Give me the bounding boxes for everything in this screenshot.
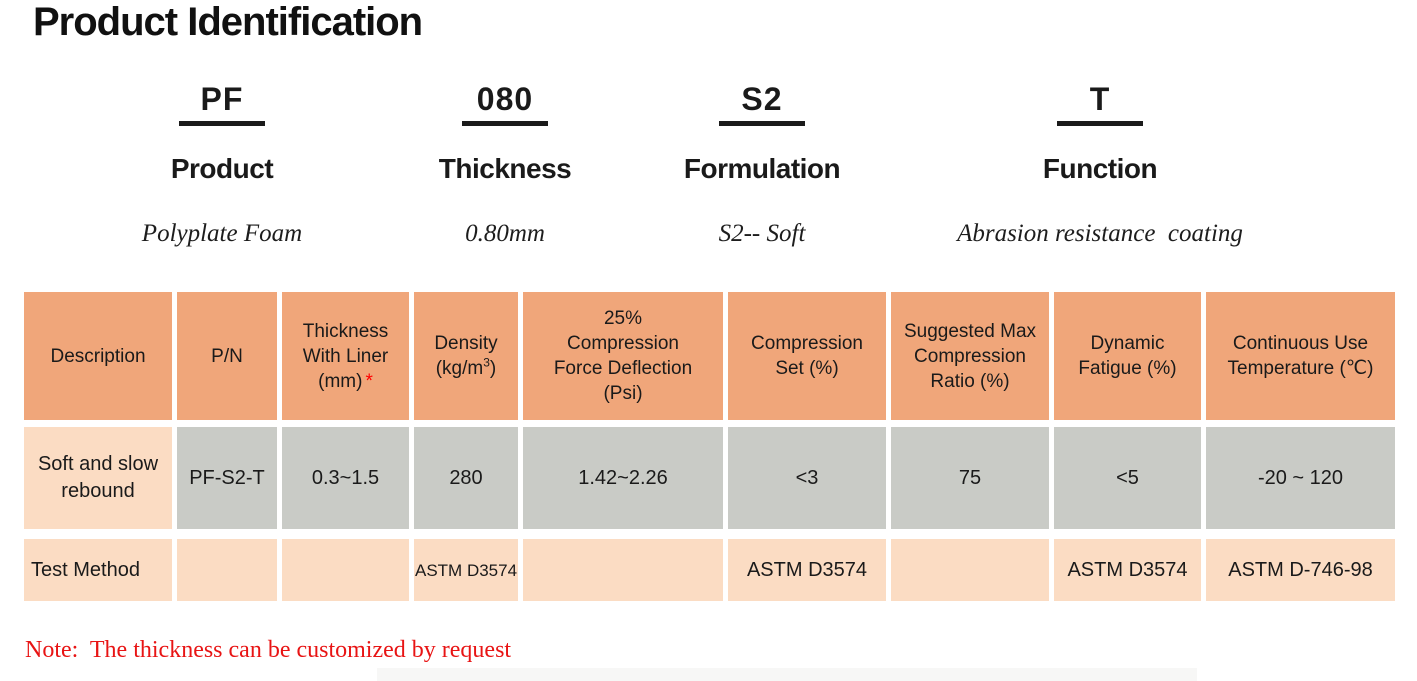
data-cell-density: 280 [414,427,518,529]
header-text: (mm) [318,370,363,392]
header-text: With Liner [302,345,389,367]
test-cell-density: ASTM D3574 [414,539,518,601]
code-value: S2 [741,81,783,117]
data-cell-thickness: 0.3~1.5 [282,427,409,529]
header-text: Force Deflection [553,358,693,379]
header-text: Dynamic [1090,333,1165,354]
code-value: T [1089,81,1111,117]
test-cell-compression-force-deflection [523,539,723,601]
header-text: Continuous Use [1232,333,1369,354]
table-data-row: Soft and slow rebound PF-S2-T 0.3~1.5 28… [24,427,1395,529]
code-group-formulation: S2 Formulation S2-- Soft [572,81,952,248]
test-cell-label: Test Method [24,539,172,601]
code-label: Product [170,153,274,184]
data-cell-compression-force-deflection: 1.42~2.26 [523,427,723,529]
code-underline [1057,121,1143,126]
header-cell-thickness: Thickness With Liner (mm) * [282,292,409,420]
header-text: P/N [211,345,243,367]
header-text: Ratio (%) [930,370,1010,392]
header-text: Compression [567,333,679,354]
header-text: (kg/m [435,358,484,379]
test-cell-compression-set: ASTM D3574 [728,539,886,601]
header-cell-suggested-max-compression: Suggested Max Compression Ratio (%) [891,292,1049,420]
footnote-asterisk: * [365,370,373,392]
header-cell-continuous-use-temperature: Continuous Use Temperature (℃) [1206,292,1395,420]
header-text: Compression [914,345,1026,367]
code-group-function: T Function Abrasion resistance coating [910,81,1290,248]
data-cell-dynamic-fatigue: <5 [1054,427,1201,529]
header-cell-dynamic-fatigue: Dynamic Fatigue (%) [1054,292,1201,420]
code-description: 0.80mm [465,220,545,247]
header-text: ) [489,358,497,379]
test-cell-part-number [177,539,277,601]
header-cell-compression-force-deflection: 25% Compression Force Deflection (Psi) [523,292,723,420]
header-text: (mm) * [318,369,373,394]
code-underline [719,121,805,126]
data-cell-description: Soft and slow rebound [24,427,172,529]
page-title: Product Identification [33,0,423,44]
header-text: Fatigue (%) [1078,358,1177,379]
thickness-note: Note: The thickness can be customized by… [25,637,512,663]
header-text: Description [50,345,146,367]
header-text: 25% [603,308,643,329]
code-description: S2-- Soft [718,220,806,247]
code-underline [462,121,548,126]
code-description: Polyplate Foam [141,220,303,247]
header-cell-compression-set: Compression Set (%) [728,292,886,420]
header-text: (kg/m3) [436,356,497,381]
header-text: (Psi) [603,383,643,404]
table-header-row: Description P/N Thickness With Liner (mm… [24,292,1395,420]
code-group-product: PF Product Polyplate Foam [32,81,412,248]
header-text: Compression [751,333,863,354]
header-text: Thickness [302,320,389,342]
superscript: 3 [483,355,490,370]
test-cell-suggested-max-compression [891,539,1049,601]
data-cell-compression-set: <3 [728,427,886,529]
code-label: Thickness [438,153,572,184]
header-text: Set (%) [775,358,839,379]
test-cell-dynamic-fatigue: ASTM D3574 [1054,539,1201,601]
code-label: Formulation [683,153,841,184]
code-value: 080 [476,81,534,117]
header-text: Density [434,333,498,354]
spec-table: Description P/N Thickness With Liner (mm… [24,292,1395,601]
code-label: Function [1042,153,1158,184]
header-cell-part-number: P/N [177,292,277,420]
header-cell-density: Density (kg/m3) [414,292,518,420]
data-cell-continuous-use-temperature: -20 ~ 120 [1206,427,1395,529]
data-cell-suggested-max-compression: 75 [891,427,1049,529]
header-cell-description: Description [24,292,172,420]
data-cell-part-number: PF-S2-T [177,427,277,529]
code-value: PF [200,81,244,117]
test-cell-continuous-use-temperature: ASTM D-746-98 [1206,539,1395,601]
test-cell-thickness [282,539,409,601]
header-text: Temperature (℃) [1227,358,1374,379]
next-section-edge [377,668,1197,681]
code-underline [179,121,265,126]
code-group-thickness: 080 Thickness 0.80mm [315,81,695,248]
table-test-method-row: Test Method ASTM D3574 ASTM D3574 ASTM D… [24,539,1395,601]
code-description: Abrasion resistance coating [957,220,1243,247]
header-text: Suggested Max [903,320,1037,342]
